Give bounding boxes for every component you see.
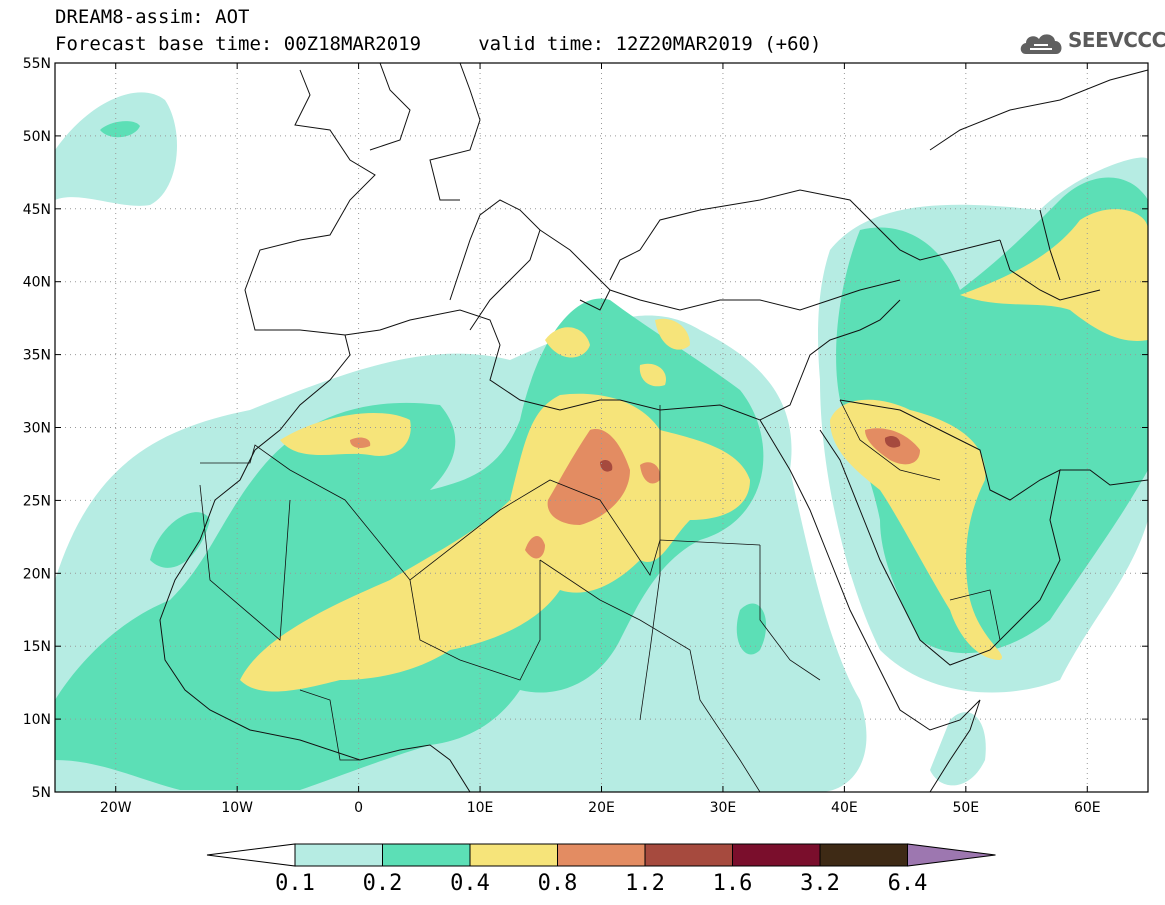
lat-tick-label: 25N bbox=[23, 493, 51, 509]
colorbar-label: 3.2 bbox=[800, 871, 840, 896]
colorbar-min-arrow bbox=[206, 843, 296, 867]
colorbar-swatch bbox=[382, 843, 471, 867]
colorbar-swatch bbox=[294, 843, 383, 867]
lon-tick-label: 20E bbox=[588, 800, 615, 816]
lon-tick-label: 10E bbox=[467, 800, 494, 816]
colorbar-label: 6.4 bbox=[888, 871, 928, 896]
title-line-2: Forecast base time: 00Z18MAR2019 valid t… bbox=[55, 33, 822, 55]
country-borders bbox=[199, 399, 1001, 792]
colorbar-label: 1.6 bbox=[713, 871, 753, 896]
aot-field bbox=[55, 92, 1148, 792]
colorbar-label: 0.8 bbox=[538, 871, 578, 896]
colorbar-label: 0.2 bbox=[363, 871, 403, 896]
lat-tick-label: 15N bbox=[23, 639, 51, 655]
lat-tick-label: 5N bbox=[32, 785, 51, 801]
coastlines bbox=[159, 63, 1148, 792]
cloud-logo-icon bbox=[1020, 34, 1062, 54]
colorbar-label: 1.2 bbox=[625, 871, 665, 896]
lat-tick-label: 35N bbox=[23, 348, 51, 364]
aot-level-1-2 bbox=[600, 435, 901, 472]
lat-tick-label: 45N bbox=[23, 202, 51, 218]
colorbar-swatch bbox=[819, 843, 908, 867]
lon-tick-label: 60E bbox=[1074, 800, 1101, 816]
colorbar-max-arrow bbox=[907, 843, 996, 867]
lon-tick-label: 40E bbox=[831, 800, 858, 816]
colorbar-swatch bbox=[732, 843, 821, 867]
lon-tick-label: 20W bbox=[100, 800, 132, 816]
longitude-labels: 20W 10W 0 10E 20E 30E 40E 50E 60E bbox=[100, 800, 1101, 816]
lat-tick-label: 55N bbox=[23, 56, 51, 72]
colorbar-swatch bbox=[557, 843, 646, 867]
axis-ticks bbox=[55, 62, 1148, 793]
lon-tick-label: 0 bbox=[354, 800, 363, 816]
graticule bbox=[55, 63, 1148, 792]
colorbar-label: 0.4 bbox=[450, 871, 490, 896]
lon-tick-label: 10W bbox=[221, 800, 253, 816]
lat-tick-label: 30N bbox=[23, 421, 51, 437]
colorbar-swatch bbox=[644, 843, 733, 867]
title-line-1: DREAM8-assim: AOT bbox=[55, 6, 250, 28]
lat-tick-label: 10N bbox=[23, 712, 51, 728]
colorbar bbox=[206, 843, 996, 867]
lat-tick-label: 50N bbox=[23, 129, 51, 145]
logo-text: SEEVCCC bbox=[1068, 28, 1165, 52]
lon-tick-label: 50E bbox=[952, 800, 979, 816]
lat-tick-label: 20N bbox=[23, 566, 51, 582]
latitude-labels: 55N 50N 45N 40N 35N 30N 25N 20N 15N 10N 5N bbox=[23, 56, 51, 801]
colorbar-labels: 0.1 0.2 0.4 0.8 1.2 1.6 3.2 6.4 bbox=[275, 871, 927, 896]
lat-tick-label: 40N bbox=[23, 275, 51, 291]
colorbar-label: 0.1 bbox=[275, 871, 315, 896]
colorbar-swatch bbox=[469, 843, 558, 867]
lon-tick-label: 30E bbox=[710, 800, 737, 816]
